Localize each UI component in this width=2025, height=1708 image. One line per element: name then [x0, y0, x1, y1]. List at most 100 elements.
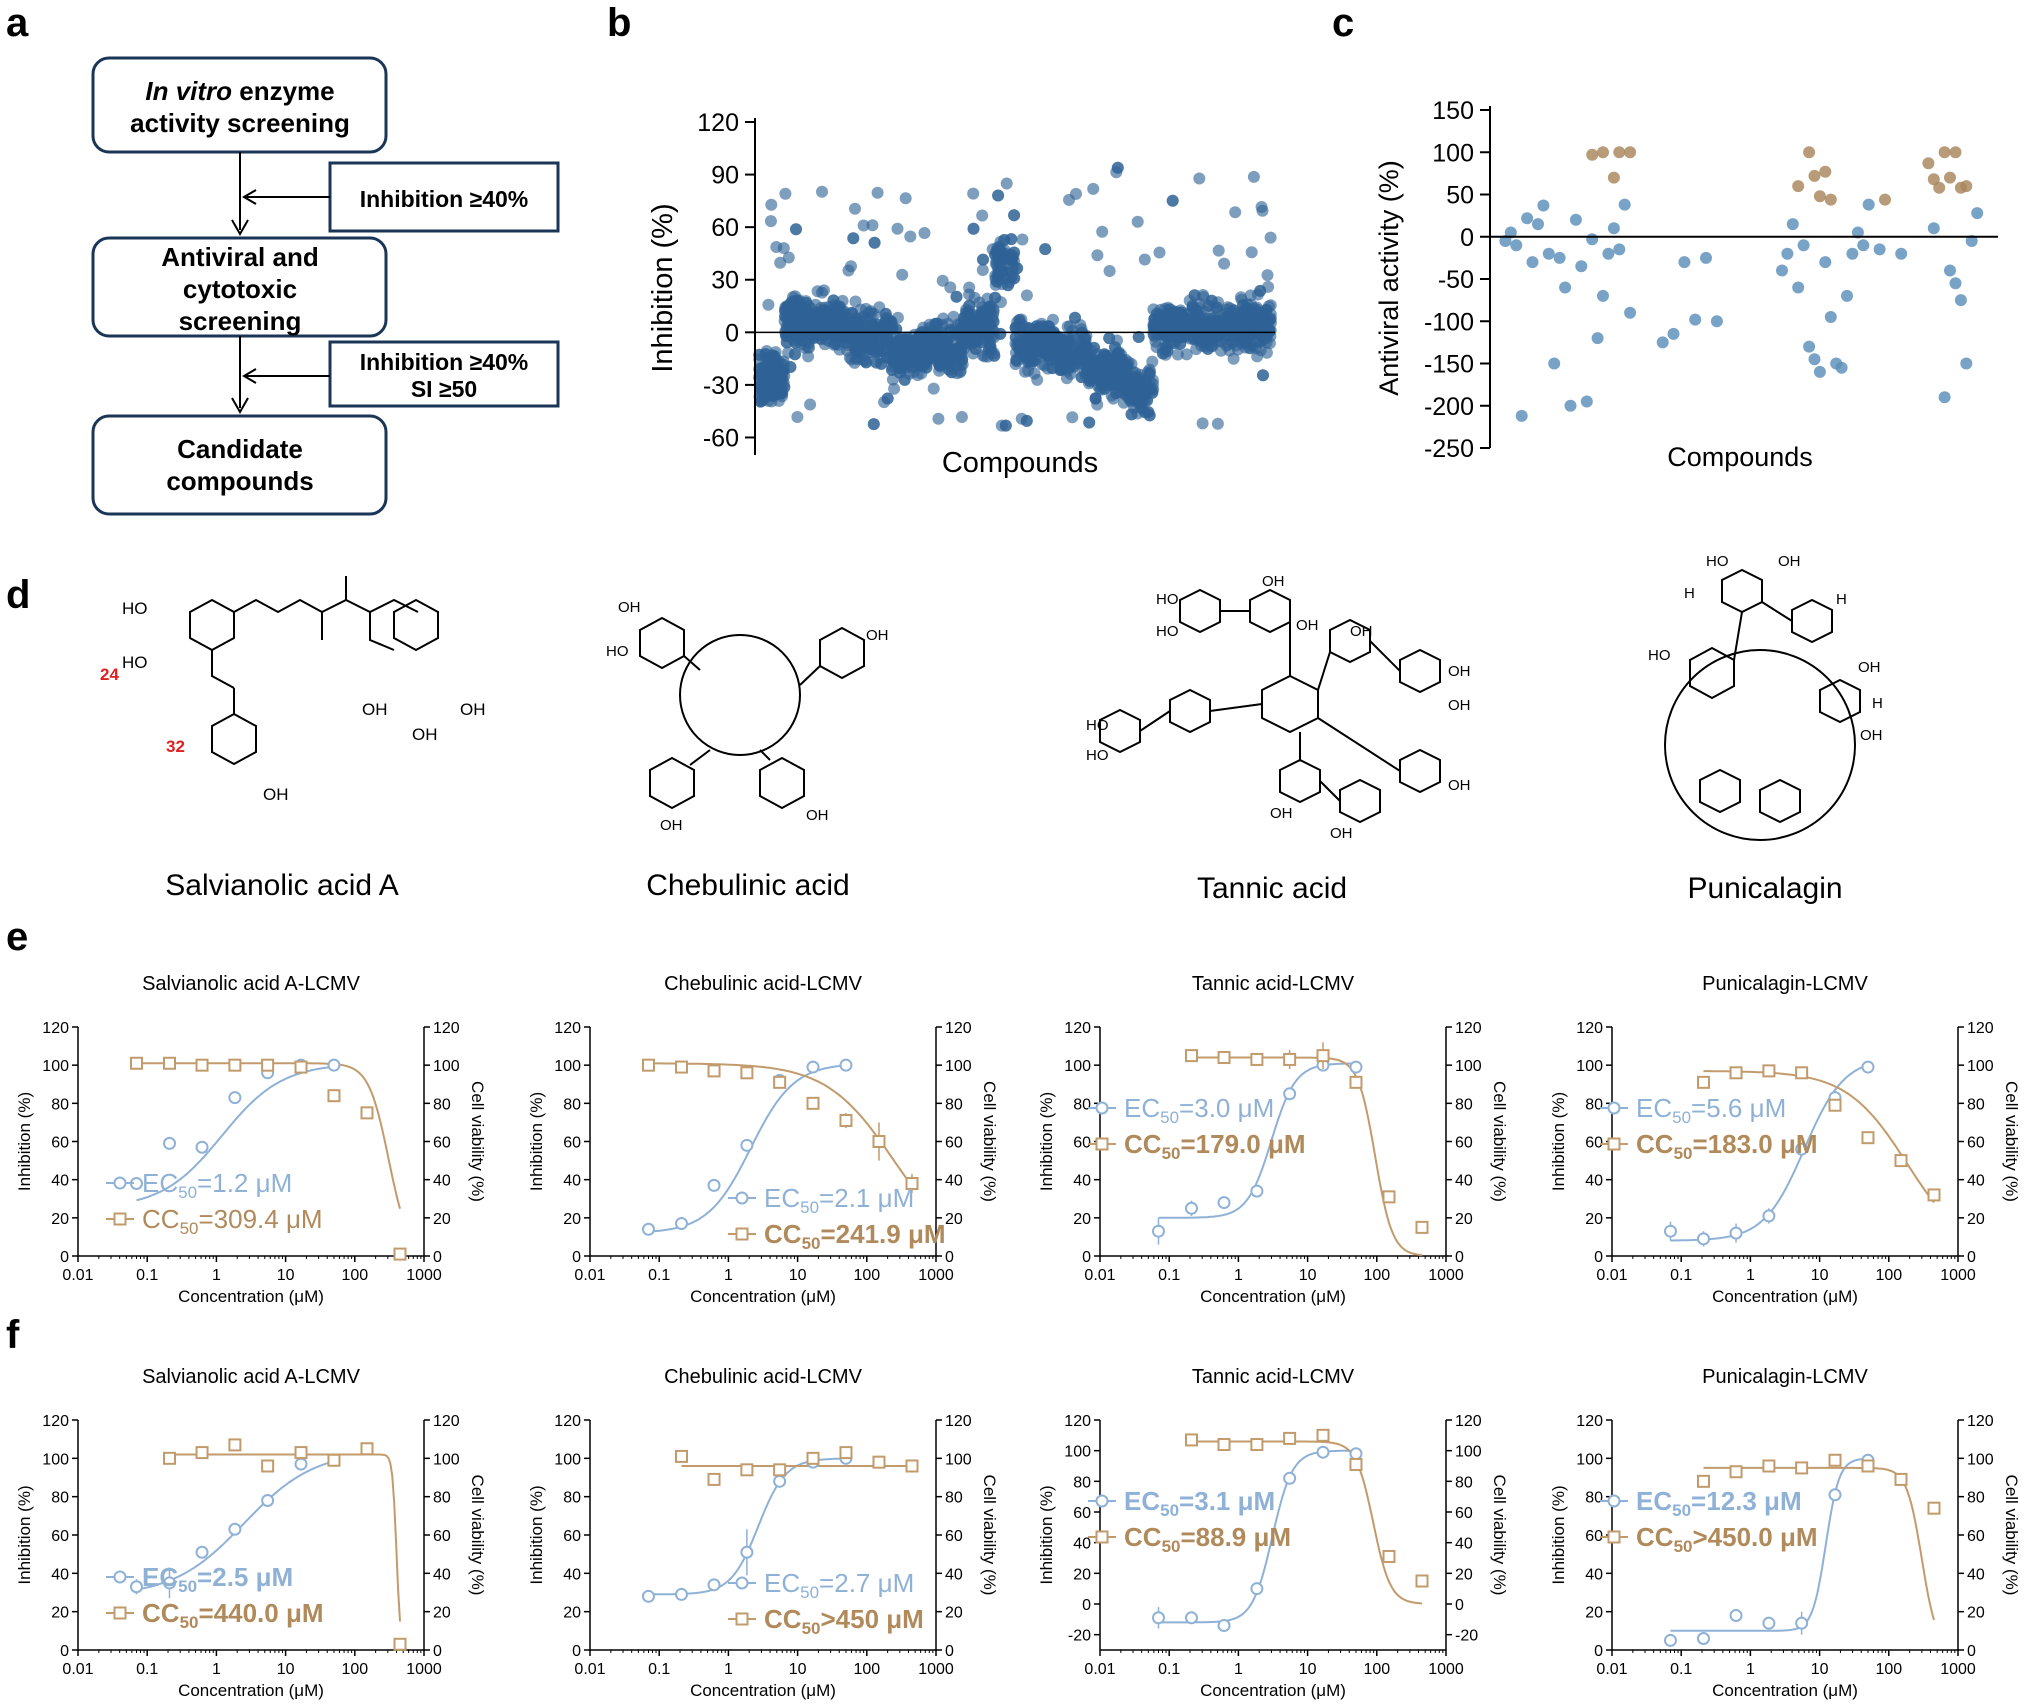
data-point: [1927, 222, 1940, 235]
data-point: [1954, 294, 1967, 307]
y2-tick-label: 80: [945, 1490, 963, 1507]
x-tick-label: 10: [1811, 1267, 1829, 1284]
data-point: [1559, 281, 1572, 294]
ec50-label: EC50=2.5 μM: [142, 1562, 293, 1596]
flow-criteria-1-text: Inhibition ≥40%: [360, 186, 529, 212]
legend-marker: [113, 1212, 127, 1226]
y2-tick-label: 100: [433, 1451, 460, 1468]
ec-data-point: [261, 1494, 275, 1507]
ec-data-point: [1663, 1633, 1677, 1647]
data-point: [1039, 243, 1052, 256]
data-point: [1944, 171, 1956, 184]
cc-data-point: [1283, 1052, 1297, 1066]
x-tick-label: 1000: [406, 1267, 442, 1284]
y2-tick-label: 40: [945, 1566, 963, 1583]
ec-data-point: [1184, 1201, 1198, 1215]
y2-axis-label: Cell viability (%): [468, 1081, 487, 1202]
data-point: [1624, 146, 1637, 159]
cc-data-point: [872, 1135, 886, 1148]
cc-data-point: [1382, 1549, 1396, 1563]
dose-chart-e1: Salvianolic acid A-LCMV 0 20 40 60 80 100 120 0 2…: [15, 973, 487, 1306]
data-point: [1089, 392, 1102, 405]
x-tick-label: 0.1: [1158, 1661, 1180, 1678]
y-tick-label: 60: [1073, 1505, 1091, 1522]
y2-tick-label: 120: [433, 1413, 460, 1430]
y2-tick-label: 0: [433, 1249, 442, 1266]
structure-tannic-acid: [1099, 588, 1441, 824]
data-point: [1070, 187, 1082, 200]
data-point: [1087, 182, 1100, 195]
x-tick-label: 1: [1234, 1267, 1243, 1284]
data-point: [918, 227, 931, 239]
data-point: [1548, 357, 1561, 370]
y-axis-label: Antiviral activity (%): [1374, 160, 1404, 396]
legend-marker: [735, 1227, 749, 1241]
y2-tick-label: 20: [945, 1605, 963, 1622]
cc-data-point: [1696, 1075, 1710, 1089]
data-point: [1009, 331, 1022, 344]
data-point: [955, 411, 968, 423]
cc-data-point: [393, 1247, 407, 1261]
y2-tick-label: 40: [433, 1173, 451, 1190]
structure-punicalagin: [1664, 568, 1861, 841]
x-tick-label: 1: [1234, 1661, 1243, 1678]
data-point: [1607, 222, 1620, 235]
data-point: [1553, 251, 1566, 264]
y-tick-label: 0: [1594, 1249, 1603, 1266]
y-axis-label: Inhibition (%): [15, 1485, 34, 1584]
y2-tick-label: 20: [945, 1211, 963, 1228]
dose-chart-f1: Salvianolic acid A-LCMV 0 20 40 60 80 100 120 0 2…: [15, 1366, 487, 1700]
data-point: [762, 298, 775, 311]
y-tick-label: 40: [51, 1566, 69, 1583]
data-point: [1618, 198, 1631, 211]
data-point: [804, 398, 817, 411]
data-point: [988, 349, 1001, 362]
y2-tick-label: 60: [945, 1528, 963, 1545]
y2-tick-label: 120: [1455, 1020, 1482, 1037]
data-point: [1857, 239, 1870, 252]
cc-data-point: [1283, 1431, 1297, 1445]
atom-label: HO: [606, 643, 629, 660]
y-tick-label: 60: [563, 1528, 581, 1545]
data-point: [1819, 256, 1832, 269]
data-point: [1613, 146, 1626, 159]
flow-box2-line1: Antiviral and: [161, 242, 318, 272]
data-point: [1098, 382, 1111, 395]
structure-punicalagin-atoms: HO H OH H OH H HO OH: [1648, 553, 1883, 744]
cc-data-point: [773, 1463, 787, 1477]
legend-marker: [1095, 1494, 1109, 1508]
cc-data-point: [1696, 1474, 1710, 1488]
y-tick-label: 40: [51, 1173, 69, 1190]
data-point: [891, 222, 904, 235]
data-point: [763, 373, 776, 386]
ec-data-point: [1250, 1184, 1264, 1198]
data-point: [1112, 355, 1125, 368]
structure-name-chebulinic-acid: Chebulinic acid: [646, 869, 849, 902]
cc-data-point: [641, 1058, 655, 1072]
ec-data-point: [773, 1474, 787, 1488]
data-point: [1710, 315, 1723, 328]
cc-data-point: [195, 1058, 209, 1072]
data-point: [964, 319, 977, 332]
legend-marker: [1095, 1137, 1109, 1151]
y-tick-label: 80: [51, 1490, 69, 1507]
data-point: [1960, 357, 1973, 370]
cc-data-point: [905, 1459, 919, 1473]
atom-label: OH: [1448, 777, 1471, 794]
panel-label-a: a: [6, 1, 29, 45]
data-point: [765, 198, 778, 211]
ec-data-point: [1729, 1609, 1743, 1622]
data-point: [1016, 233, 1029, 246]
data-point: [1020, 289, 1033, 302]
data-point: [927, 382, 940, 395]
data-point: [1971, 207, 1984, 220]
data-point: [1564, 399, 1577, 412]
y-tick-label: 100: [554, 1058, 581, 1075]
data-point: [782, 299, 795, 312]
ec-data-point: [707, 1578, 721, 1592]
data-point: [922, 352, 935, 365]
